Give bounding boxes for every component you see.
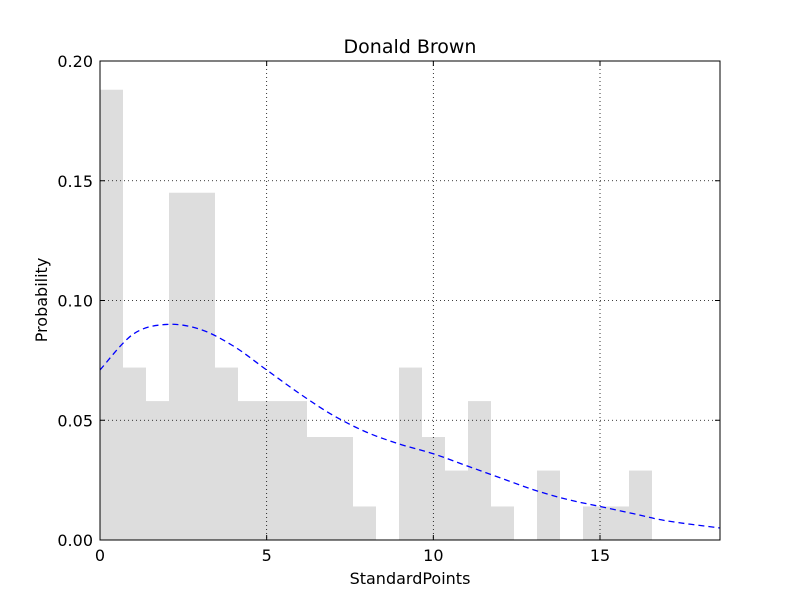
histogram-bar [123, 367, 146, 540]
y-axis-ticks: 0.00 0.05 0.10 0.15 0.20 [57, 52, 720, 550]
density-curve [99, 323, 721, 529]
histogram-bar [606, 506, 629, 540]
histogram-bar [192, 192, 215, 540]
y-tick-label: 0.20 [57, 52, 93, 71]
histogram-bar [583, 506, 606, 540]
histogram-bar [307, 437, 330, 540]
x-axis-ticks: 0 5 10 15 [95, 61, 610, 565]
histogram-bar [537, 470, 560, 540]
histogram-bar [169, 192, 192, 540]
histogram-bar [261, 401, 284, 540]
y-tick-label: 0.05 [57, 411, 93, 430]
histogram-bar [330, 437, 353, 540]
histogram-bar [100, 89, 123, 541]
histogram-bar [215, 367, 238, 540]
histogram-bar [399, 367, 422, 540]
histogram-bar [284, 401, 307, 540]
y-axis-label: Probability [32, 258, 51, 343]
x-tick-label: 0 [95, 546, 105, 565]
y-tick-label: 0.00 [57, 531, 93, 550]
x-tick-label: 10 [423, 546, 443, 565]
histogram-bar [491, 506, 514, 540]
x-tick-label: 15 [590, 546, 610, 565]
histogram-bar [445, 470, 468, 540]
histogram-bar [238, 401, 261, 540]
histogram-bar [353, 506, 376, 540]
chart-title: Donald Brown [344, 36, 477, 58]
histogram-bars [100, 89, 652, 541]
x-axis-label: StandardPoints [350, 569, 471, 588]
y-tick-label: 0.15 [57, 172, 93, 191]
y-tick-label: 0.10 [57, 292, 93, 311]
histogram-bar [146, 401, 169, 540]
grid-lines [100, 61, 720, 540]
histogram-bar [629, 470, 652, 540]
x-tick-label: 5 [262, 546, 272, 565]
histogram-bar [422, 437, 445, 540]
